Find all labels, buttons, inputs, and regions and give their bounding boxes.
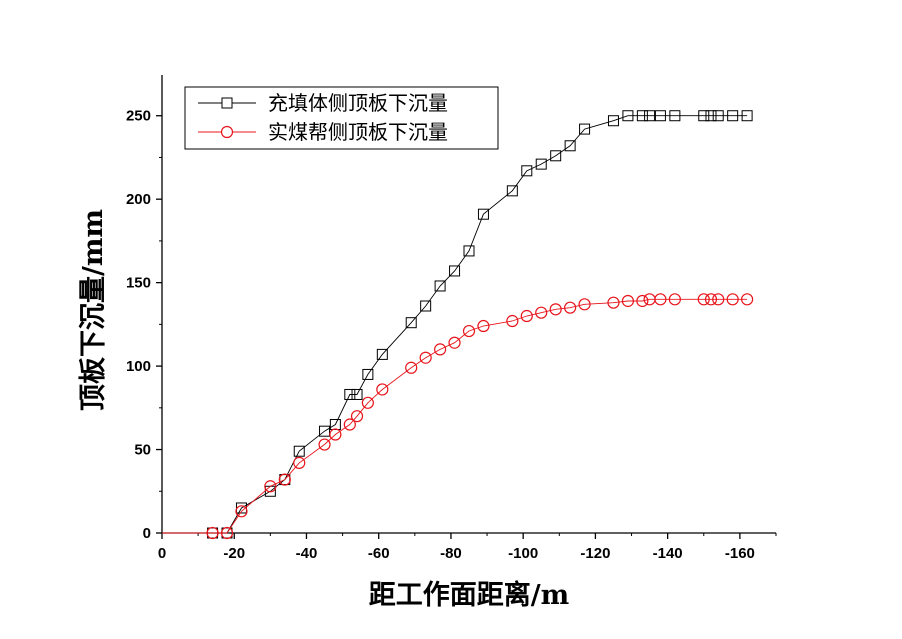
legend-label-series-1: 充填体侧顶板下沉量: [268, 91, 448, 115]
data-point: [698, 110, 710, 122]
data-point: [319, 425, 331, 437]
data-point: [206, 526, 219, 540]
legend-marker-square: [221, 97, 233, 109]
data-point: [535, 158, 547, 170]
data-point: [741, 293, 754, 306]
y-tick-label: 50: [134, 442, 151, 459]
data-point: [405, 317, 417, 329]
data-point: [318, 438, 331, 451]
y-tick-label: 200: [126, 191, 151, 208]
data-point: [506, 314, 519, 328]
x-tick-label: -40: [296, 545, 318, 562]
x-tick-label: -120: [580, 545, 610, 562]
x-tick-label: -140: [653, 545, 683, 562]
data-point: [578, 298, 591, 311]
legend: 充填体侧顶板下沉量 实煤帮侧顶板下沉量: [184, 86, 499, 150]
data-point: [621, 294, 635, 308]
data-point: [644, 110, 656, 122]
data-point: [235, 505, 248, 518]
data-point: [376, 348, 388, 360]
data-point: [434, 343, 447, 356]
data-point: [712, 293, 725, 306]
data-point: [697, 293, 710, 306]
data-point: [564, 301, 577, 314]
data-point: [741, 110, 753, 122]
series-layer: [162, 110, 754, 540]
data-point: [449, 265, 461, 277]
data-point: [520, 309, 533, 323]
x-tick-label: 0: [158, 545, 166, 562]
y-tick-label: 100: [126, 358, 151, 375]
series-line: [162, 115, 748, 534]
data-point: [712, 110, 724, 122]
data-point: [607, 296, 620, 309]
data-point: [419, 351, 432, 364]
data-point: [264, 480, 277, 493]
data-point: [550, 150, 562, 162]
data-point: [579, 123, 591, 135]
data-point: [704, 293, 718, 306]
x-tick-label: -80: [440, 545, 462, 562]
y-axis-title: 顶板下沉量/mm: [78, 209, 109, 411]
data-point: [726, 293, 739, 306]
x-axis-title: 距工作面距离/m: [369, 579, 569, 611]
data-point: [669, 110, 681, 122]
y-tick-label: 0: [143, 525, 151, 542]
data-point: [521, 165, 533, 177]
data-point: [535, 306, 548, 319]
data-point: [636, 294, 649, 308]
data-point: [376, 383, 389, 396]
data-point: [293, 456, 306, 469]
x-tick-label: -160: [725, 545, 755, 562]
data-point: [477, 208, 489, 220]
data-point: [362, 368, 374, 380]
data-point: [278, 473, 291, 486]
y-tick-label: 150: [126, 275, 151, 292]
data-point: [329, 428, 342, 441]
data-point: [477, 319, 490, 333]
legend-marker-circle: [220, 125, 234, 139]
data-point: [350, 410, 364, 423]
data-point: [405, 361, 418, 374]
series-1: [162, 110, 753, 539]
series-line: [162, 298, 748, 534]
data-point: [343, 418, 356, 431]
plot-frame: [161, 75, 776, 534]
data-point: [462, 324, 476, 338]
data-point: [727, 110, 739, 122]
x-tick-label: -100: [508, 545, 538, 562]
data-point: [344, 388, 356, 400]
data-point: [220, 526, 234, 540]
data-point: [361, 396, 374, 409]
data-point: [636, 110, 648, 122]
legend-box: [184, 86, 499, 150]
data-point: [506, 185, 518, 197]
data-point: [420, 300, 432, 312]
data-point: [654, 110, 666, 122]
data-point: [668, 293, 681, 306]
data-point: [293, 445, 305, 457]
y-tick-label: 250: [126, 108, 151, 125]
data-point: [564, 140, 576, 152]
data-point: [549, 303, 562, 316]
legend-label-series-2: 实煤帮侧顶板下沉量: [268, 120, 448, 144]
data-point: [448, 336, 461, 349]
x-axis-ticks: 0 -20 -40 -60 -80 -100 -120 -140 -160: [158, 533, 777, 562]
x-tick-label: -60: [368, 545, 390, 562]
data-point: [463, 245, 475, 257]
y-axis-ticks: 0 50 100 150 200 250: [126, 108, 162, 542]
data-point: [434, 280, 446, 292]
series-2: [162, 293, 754, 540]
data-point: [622, 110, 634, 122]
data-point: [607, 115, 619, 127]
data-point: [654, 293, 667, 306]
data-point: [351, 388, 363, 400]
data-point: [705, 110, 717, 122]
x-tick-label: -20: [223, 545, 245, 562]
